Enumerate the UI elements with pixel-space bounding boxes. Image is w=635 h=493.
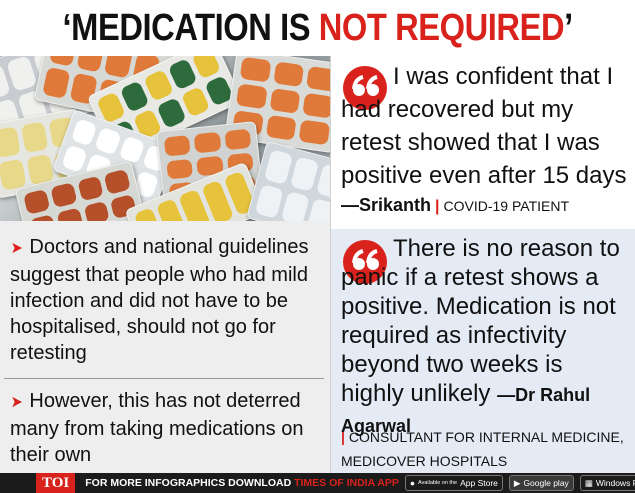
footer-bar: TOI FOR MORE INFOGRAPHICS DOWNLOAD TIMES… (0, 473, 635, 493)
bullet-item: ➤ However, this has not deterred many fro… (10, 390, 304, 466)
headline: ‘MEDICATION IS NOT REQUIRED’ (62, 6, 573, 49)
apple-icon: ● (409, 478, 416, 488)
windows-icon: ▦ (584, 478, 593, 488)
arrow-bullet-icon: ➤ (10, 240, 23, 257)
quote-patient-attribution: —Srikanth | COVID-19 PATIENT (341, 195, 570, 215)
quote-patient-text: I was confident that I had recovered but… (341, 63, 627, 189)
toi-logo[interactable]: TOI (36, 473, 76, 493)
bullet-item: ➤ Doctors and national guidelines suggest… (10, 236, 309, 364)
quote-doctor-attribution: | CONSULTANT FOR INTERNAL MEDICINE, MEDIC… (341, 429, 624, 469)
bullets-panel (0, 221, 330, 473)
quote-mark-icon (343, 240, 387, 284)
quote-mark-icon (343, 66, 387, 110)
app-store-badge[interactable]: ● Available on the App Store (404, 475, 503, 491)
pills-photo (0, 56, 330, 221)
quote-doctor-speaker: —Dr Rahul Agarwal (341, 385, 591, 436)
bullet-divider (4, 378, 324, 379)
quote-doctor-text: There is no reason to panic if a retest … (341, 235, 620, 436)
headline-bar: ‘MEDICATION IS NOT REQUIRED’ (0, 0, 635, 56)
column-divider (330, 56, 331, 473)
google-play-badge[interactable]: ▶ Google play (508, 475, 574, 491)
footer-promo-text: FOR MORE INFOGRAPHICS DOWNLOAD TIMES OF … (85, 477, 399, 489)
windows-phone-badge[interactable]: ▦ Windows Phone (579, 475, 635, 491)
arrow-bullet-icon: ➤ (10, 394, 23, 411)
google-play-icon: ▶ (513, 478, 521, 488)
